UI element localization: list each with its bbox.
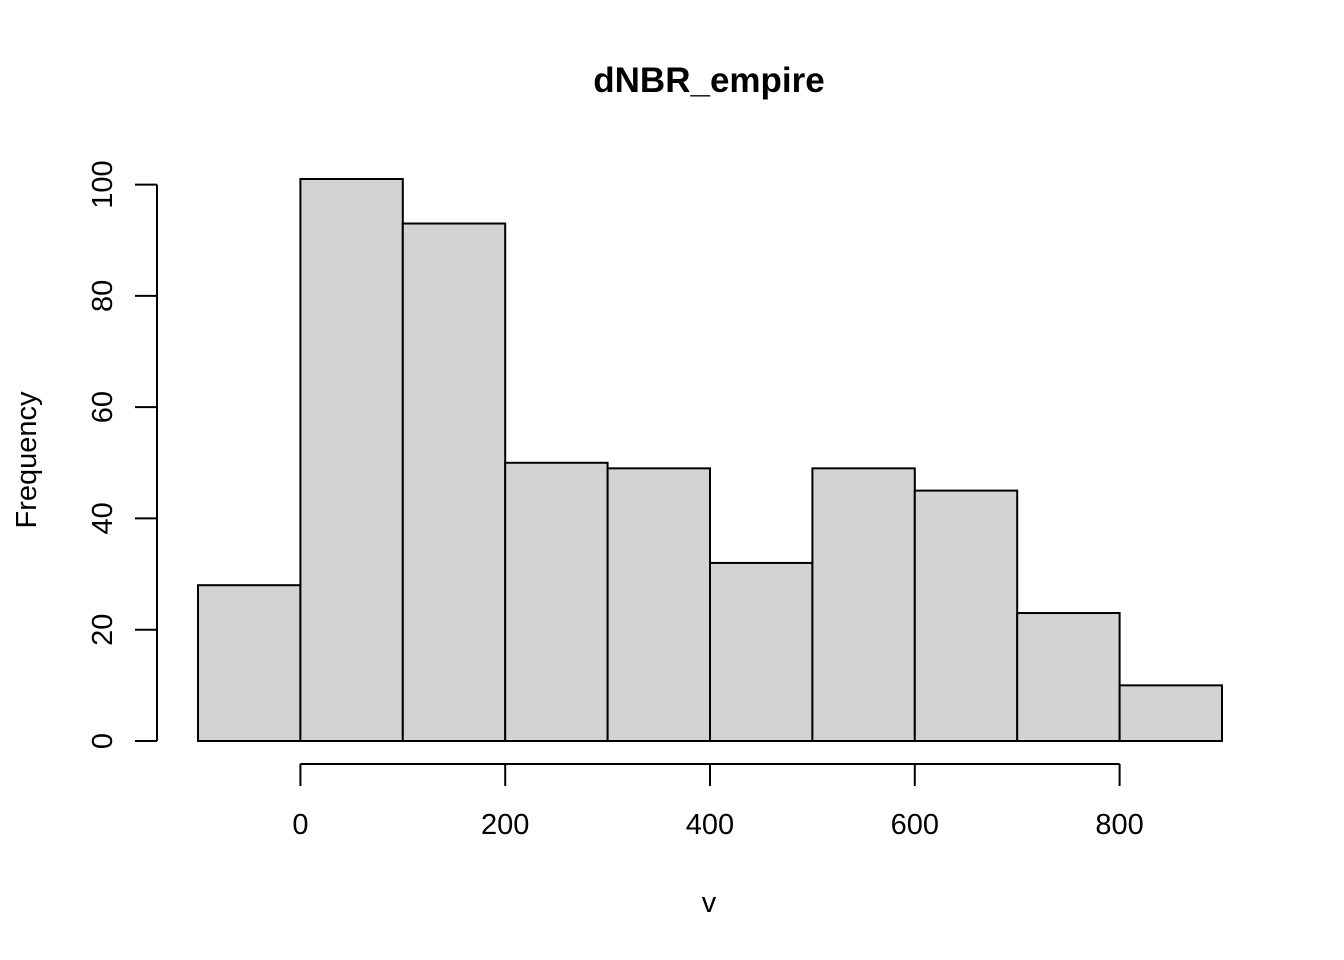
y-tick-label-0: 0 <box>87 733 119 749</box>
x-tick-label-3: 600 <box>891 809 939 841</box>
histogram-bar-7 <box>913 489 1019 743</box>
histogram-bar-4 <box>606 467 711 742</box>
x-tick-label-4: 800 <box>1095 809 1143 841</box>
y-tick-label-3: 60 <box>87 391 119 423</box>
x-tick-label-0: 0 <box>292 809 308 841</box>
histogram-bar-3 <box>504 461 609 742</box>
x-tick-label-1: 200 <box>481 809 529 841</box>
y-axis: 0 20 40 60 80 100 <box>87 160 158 749</box>
histogram-bar-5 <box>709 561 814 743</box>
y-tick-label-4: 80 <box>87 280 119 312</box>
histogram-bar-1 <box>299 178 404 742</box>
histogram-bar-8 <box>1016 612 1121 742</box>
histogram-bar-2 <box>401 222 507 743</box>
x-tick-label-2: 400 <box>686 809 734 841</box>
chart-title: dNBR_empire <box>593 61 824 100</box>
histogram-bar-6 <box>811 467 916 742</box>
x-axis-label: v <box>702 887 717 919</box>
histogram-bar-0 <box>197 584 302 742</box>
y-tick-label-5: 100 <box>87 160 119 208</box>
y-tick-label-2: 40 <box>87 502 119 534</box>
y-axis-label: Frequency <box>11 391 43 529</box>
histogram-bars <box>197 178 1223 743</box>
histogram-bar-9 <box>1118 684 1223 743</box>
x-axis: 0 200 400 600 800 <box>292 763 1144 841</box>
y-tick-label-1: 20 <box>87 614 119 646</box>
